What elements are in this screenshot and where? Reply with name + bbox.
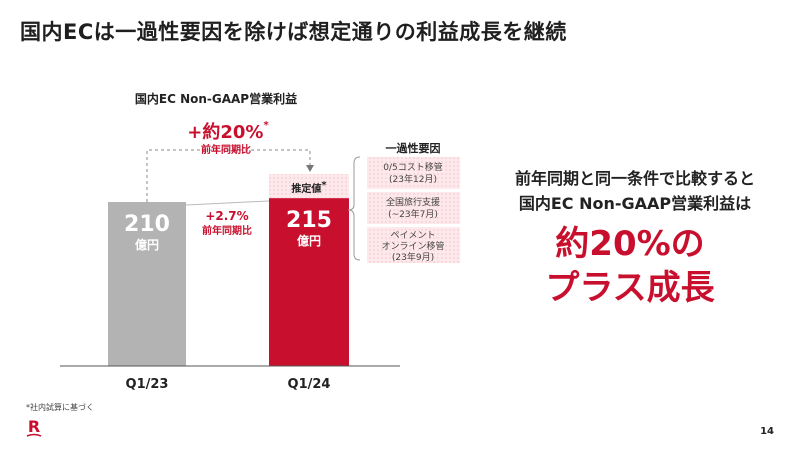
message-line3: 約20%の [555,224,705,264]
factor-1-line2: (23年12月) [389,173,437,185]
x-label-q1-23: Q1/23 [126,377,169,392]
factors-brace [347,156,361,261]
factor-3-line1: ペイメント [390,231,435,241]
estimate-label: 推定値* [291,180,327,195]
factor-box-3 [367,227,460,263]
factor-box-1 [367,157,460,189]
rakuten-logo-icon: R [26,418,42,437]
factor-2-line2: (~23年7月) [388,208,438,220]
yoy-growth-sub: 前年同期比 [202,224,252,237]
footnote: *社内試算に基づく [26,403,94,412]
bar-q1-24 [269,198,349,366]
bar-connector-line [185,200,270,206]
chart-title: 国内EC Non-GAAP営業利益 [135,91,297,106]
growth-bracket [146,149,311,202]
bar-unit-q1-23: 億円 [135,237,159,252]
estimated-growth: +約20%* [187,120,269,143]
slide-title: 国内ECは一過性要因を除けば想定通りの利益成長を継続 [20,20,567,44]
bar-value-q1-24: 215 [286,208,332,233]
growth-bracket-arrow [306,165,314,172]
factor-2-line1: 全国旅行支援 [386,196,440,208]
factor-3-line2: オンライン移管 [381,240,444,252]
factor-3-line3: (23年9月) [392,251,434,263]
factors-title: 一過性要因 [386,141,441,155]
svg-text:R: R [28,418,40,436]
bar-value-q1-23: 210 [124,212,170,237]
message-line4: プラス成長 [545,268,715,308]
bar-estimate-segment [269,174,349,199]
page-number: 14 [760,426,774,437]
bar-q1-23 [108,202,186,366]
estimated-growth-sub: 前年同期比 [201,143,251,156]
factor-1-line1: 0/5コスト移管 [383,161,443,173]
message-line1: 前年同期と同一条件で比較すると [514,169,755,188]
yoy-growth: +2.7% [205,209,248,223]
x-label-q1-24: Q1/24 [288,377,331,392]
factor-box-2 [367,192,460,224]
bar-unit-q1-24: 億円 [297,233,321,248]
message-line2: 国内EC Non-GAAP営業利益は [518,194,752,213]
